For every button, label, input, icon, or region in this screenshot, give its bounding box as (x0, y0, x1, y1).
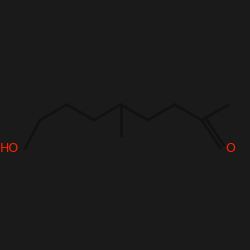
Text: HO: HO (0, 142, 19, 155)
Text: O: O (225, 142, 235, 155)
